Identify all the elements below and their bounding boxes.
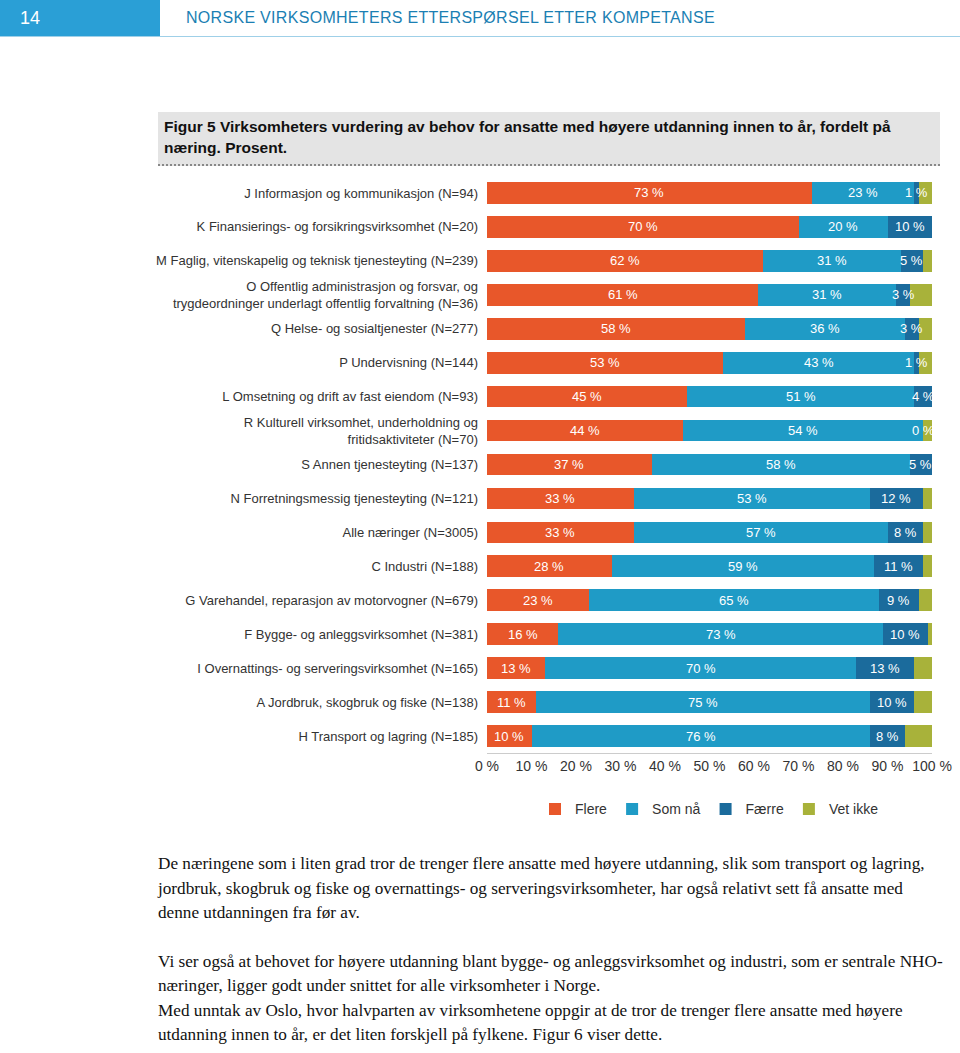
svg-text:31 %: 31 % bbox=[817, 253, 847, 268]
svg-text:Alle næringer (N=3005): Alle næringer (N=3005) bbox=[343, 525, 478, 540]
svg-text:60 %: 60 % bbox=[738, 758, 770, 774]
svg-text:44 %: 44 % bbox=[570, 423, 600, 438]
svg-text:54 %: 54 % bbox=[788, 423, 818, 438]
svg-text:20 %: 20 % bbox=[560, 758, 592, 774]
svg-text:8 %: 8 % bbox=[876, 729, 899, 744]
svg-text:I Overnattings- og serveringsv: I Overnattings- og serveringsvirksomhet … bbox=[197, 661, 478, 676]
svg-text:53 %: 53 % bbox=[590, 355, 620, 370]
svg-text:33 %: 33 % bbox=[545, 525, 575, 540]
html-text:Vi ser også at behovet for høy: Vi ser også at behovet for høyere utdann… bbox=[158, 951, 943, 995]
svg-text:65 %: 65 % bbox=[719, 593, 749, 608]
svg-text:57 %: 57 % bbox=[746, 525, 776, 540]
svg-text:1 %: 1 % bbox=[905, 355, 928, 370]
svg-text:10 %: 10 % bbox=[494, 729, 524, 744]
svg-text:G Varehandel, reparasjon av mo: G Varehandel, reparasjon av motorvogner … bbox=[185, 593, 478, 608]
svg-text:31 %: 31 % bbox=[812, 287, 842, 302]
svg-text:11 %: 11 % bbox=[497, 695, 526, 710]
svg-text:23 %: 23 % bbox=[848, 185, 878, 200]
svg-text:Flere: Flere bbox=[575, 801, 607, 817]
svg-text:L Omsetning og drift av fast e: L Omsetning og drift av fast eiendom (N=… bbox=[222, 389, 478, 404]
svg-text:Q Helse- og sosialtjenester (N: Q Helse- og sosialtjenester (N=277) bbox=[271, 321, 478, 336]
svg-text:76 %: 76 % bbox=[686, 729, 716, 744]
svg-text:12 %: 12 % bbox=[881, 491, 911, 506]
svg-text:P Undervisning (N=144): P Undervisning (N=144) bbox=[339, 355, 478, 370]
svg-text:53 %: 53 % bbox=[737, 491, 767, 506]
svg-text:30 %: 30 % bbox=[605, 758, 637, 774]
html-text:Med unntak av Oslo, hvor halvp: Med unntak av Oslo, hvor halvparten av v… bbox=[158, 1000, 903, 1044]
svg-text:70 %: 70 % bbox=[783, 758, 815, 774]
svg-text:4 %: 4 % bbox=[912, 389, 935, 404]
svg-text:0 %: 0 % bbox=[475, 758, 499, 774]
svg-text:33 %: 33 % bbox=[545, 491, 575, 506]
svg-text:3 %: 3 % bbox=[900, 321, 923, 336]
svg-text:11 %: 11 % bbox=[884, 559, 913, 574]
svg-text:K Finansierings- og forsikring: K Finansierings- og forsikringsvirksomhe… bbox=[197, 219, 478, 234]
svg-text:O Offentlig administrasjon og: O Offentlig administrasjon og forsvar, o… bbox=[173, 279, 478, 311]
svg-text:Færre: Færre bbox=[746, 801, 784, 817]
svg-text:Vet ikke: Vet ikke bbox=[829, 801, 878, 817]
html-text:14: 14 bbox=[20, 8, 40, 28]
svg-text:23 %: 23 % bbox=[523, 593, 553, 608]
svg-text:C Industri (N=188): C Industri (N=188) bbox=[371, 559, 478, 574]
svg-text:73 %: 73 % bbox=[706, 627, 736, 642]
svg-text:Som nå: Som nå bbox=[652, 801, 700, 817]
svg-text:62 %: 62 % bbox=[610, 253, 640, 268]
svg-text:J Informasjon og kommunikasjon: J Informasjon og kommunikasjon (N=94) bbox=[244, 186, 478, 201]
svg-text:R Kulturell virksomhet, underh: R Kulturell virksomhet, underholdning og… bbox=[244, 415, 478, 447]
svg-text:20 %: 20 % bbox=[828, 219, 858, 234]
svg-text:5 %: 5 % bbox=[909, 457, 932, 472]
svg-text:36 %: 36 % bbox=[810, 321, 840, 336]
html-text:Figur 5 Virksomheters vurderin: Figur 5 Virksomheters vurdering av behov… bbox=[164, 118, 891, 156]
svg-text:61 %: 61 % bbox=[608, 287, 638, 302]
svg-text:S Annen tjenesteyting (N=137): S Annen tjenesteyting (N=137) bbox=[301, 457, 478, 472]
svg-text:58 %: 58 % bbox=[601, 321, 631, 336]
svg-text:H Transport og lagring (N=185): H Transport og lagring (N=185) bbox=[298, 729, 478, 744]
svg-text:45 %: 45 % bbox=[572, 389, 602, 404]
svg-text:100 %: 100 % bbox=[912, 758, 952, 774]
svg-text:70 %: 70 % bbox=[686, 661, 716, 676]
svg-text:13 %: 13 % bbox=[501, 661, 531, 676]
svg-text:9 %: 9 % bbox=[887, 593, 910, 608]
html-text:De næringene som i liten grad: De næringene som i liten grad tror de tr… bbox=[158, 854, 925, 922]
svg-text:F Bygge- og anleggsvirksomhet: F Bygge- og anleggsvirksomhet (N=381) bbox=[244, 627, 478, 642]
svg-text:80 %: 80 % bbox=[827, 758, 859, 774]
svg-text:10 %: 10 % bbox=[890, 627, 920, 642]
svg-text:0 %: 0 % bbox=[912, 423, 935, 438]
svg-text:70 %: 70 % bbox=[628, 219, 658, 234]
svg-text:M Faglig, vitenskapelig og tek: M Faglig, vitenskapelig og teknisk tjene… bbox=[156, 253, 478, 268]
svg-text:10 %: 10 % bbox=[895, 219, 925, 234]
svg-text:40 %: 40 % bbox=[649, 758, 681, 774]
svg-text:50 %: 50 % bbox=[694, 758, 726, 774]
svg-text:59 %: 59 % bbox=[728, 559, 758, 574]
svg-text:A Jordbruk, skogbruk og fiske: A Jordbruk, skogbruk og fiske (N=138) bbox=[257, 695, 478, 710]
svg-text:10 %: 10 % bbox=[516, 758, 548, 774]
svg-text:73 %: 73 % bbox=[634, 185, 664, 200]
svg-text:90 %: 90 % bbox=[872, 758, 904, 774]
svg-text:10 %: 10 % bbox=[877, 695, 907, 710]
svg-text:16 %: 16 % bbox=[508, 627, 538, 642]
svg-text:75 %: 75 % bbox=[688, 695, 718, 710]
svg-text:1 %: 1 % bbox=[905, 185, 928, 200]
html-text:NORSKE VIRKSOMHETERS ETTERSPØR: NORSKE VIRKSOMHETERS ETTERSPØRSEL ETTER … bbox=[186, 9, 715, 26]
svg-text:51 %: 51 % bbox=[786, 389, 816, 404]
svg-text:13 %: 13 % bbox=[870, 661, 900, 676]
svg-text:8 %: 8 % bbox=[894, 525, 917, 540]
svg-text:5 %: 5 % bbox=[900, 253, 923, 268]
svg-text:28 %: 28 % bbox=[534, 559, 564, 574]
svg-text:37 %: 37 % bbox=[554, 457, 584, 472]
svg-text:3 %: 3 % bbox=[892, 287, 915, 302]
svg-text:43 %: 43 % bbox=[804, 355, 834, 370]
svg-text:58 %: 58 % bbox=[766, 457, 796, 472]
svg-text:N Forretningsmessig tjenesteyt: N Forretningsmessig tjenesteyting (N=121… bbox=[231, 491, 478, 506]
